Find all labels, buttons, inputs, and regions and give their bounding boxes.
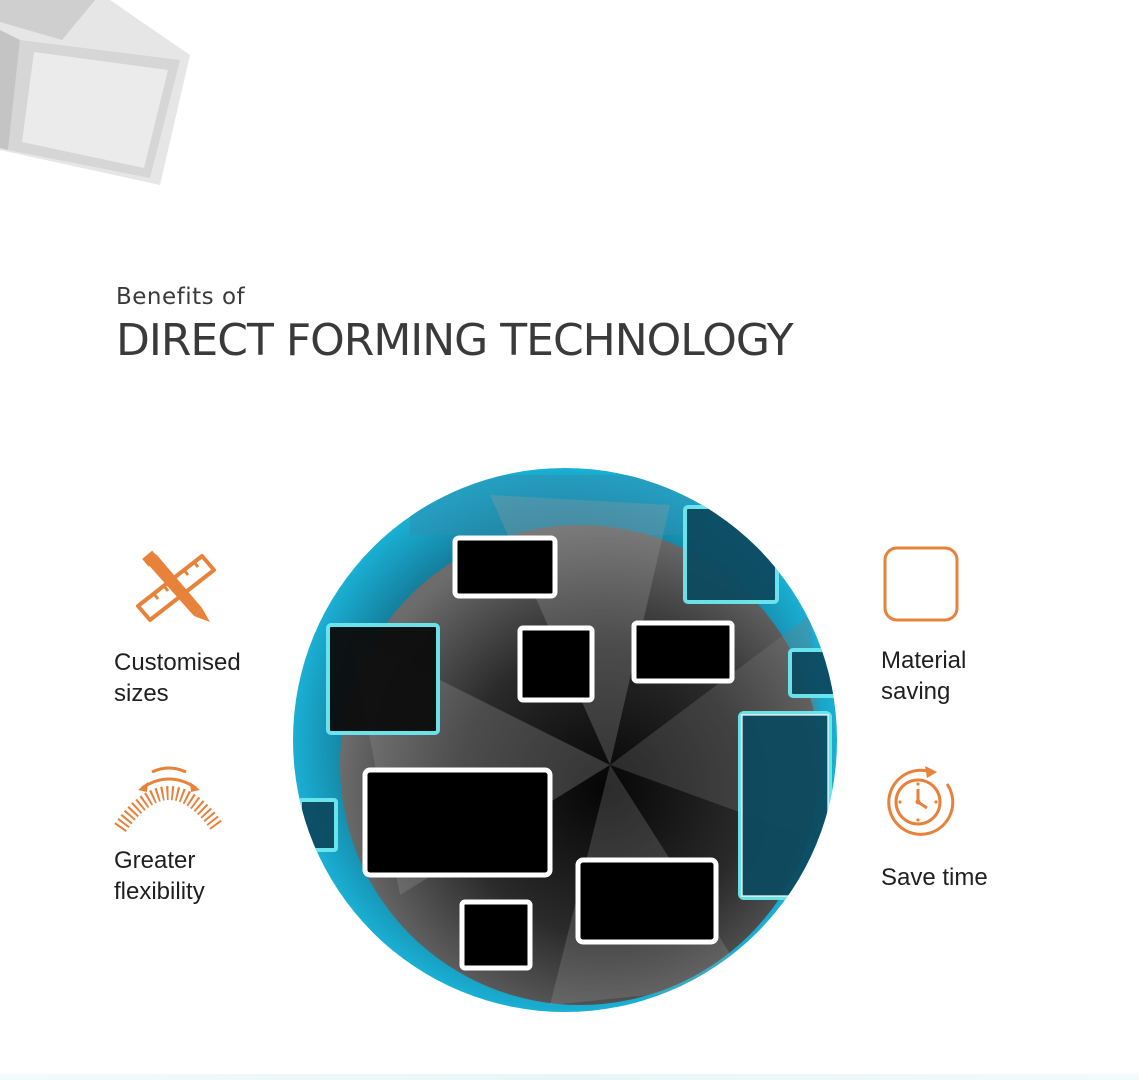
feature-customised-sizes: Customised sizes [114,550,241,709]
heading-block: Benefits of DIRECT FORMING TECHNOLOGY [116,282,794,368]
steel-tubes-circle-image [293,468,837,1012]
feature-label: Greater flexibility [114,847,205,905]
page-subtitle: Benefits of [116,284,246,310]
feature-label: Save time [881,864,988,891]
bottom-strip [0,1074,1139,1080]
feature-material-saving: Material saving [881,546,966,707]
rounded-square-icon [883,546,959,622]
feature-label: Customised sizes [114,649,241,707]
flex-arc-icon [114,766,224,833]
stopwatch-icon [887,766,955,836]
feature-label: Material saving [881,647,967,705]
feature-greater-flexibility: Greater flexibility [114,758,224,907]
ruler-pencil-icon [136,550,216,622]
steel-tube-corner-image [0,0,190,185]
feature-save-time: Save time [881,762,988,893]
page-title: DIRECT FORMING TECHNOLOGY [116,315,794,366]
